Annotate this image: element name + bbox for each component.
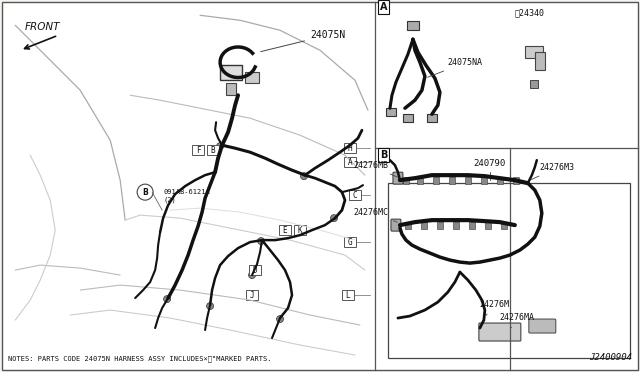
Bar	[433, 177, 439, 184]
Bar	[453, 222, 459, 229]
FancyBboxPatch shape	[279, 225, 291, 235]
FancyBboxPatch shape	[529, 319, 556, 333]
FancyBboxPatch shape	[207, 145, 219, 155]
Bar	[481, 177, 487, 184]
FancyBboxPatch shape	[391, 219, 401, 231]
Bar	[405, 222, 411, 229]
FancyBboxPatch shape	[344, 143, 356, 153]
Text: J: J	[250, 291, 254, 299]
Text: B: B	[380, 150, 387, 160]
Bar	[220, 65, 242, 80]
Bar	[403, 114, 413, 122]
Bar	[497, 177, 503, 184]
Text: FRONT: FRONT	[24, 22, 60, 32]
Text: 24276MC: 24276MC	[353, 208, 397, 222]
Text: ※24340: ※24340	[515, 8, 545, 17]
Circle shape	[137, 184, 153, 200]
Bar	[449, 177, 455, 184]
Circle shape	[257, 238, 264, 245]
Bar	[437, 222, 443, 229]
Bar	[535, 52, 545, 70]
Text: F: F	[196, 146, 200, 155]
Bar	[485, 222, 491, 229]
FancyBboxPatch shape	[344, 237, 356, 247]
Bar	[525, 46, 543, 58]
Circle shape	[248, 272, 255, 279]
Text: 091AB-6121A: 091AB-6121A	[163, 189, 210, 195]
Text: L: L	[346, 291, 350, 299]
Bar	[421, 222, 427, 229]
FancyBboxPatch shape	[479, 323, 521, 341]
FancyBboxPatch shape	[393, 172, 403, 184]
Bar	[501, 222, 507, 229]
Text: NOTES: PARTS CODE 24075N HARNESS ASSY INCLUDES×※"MARKED PARTS.: NOTES: PARTS CODE 24075N HARNESS ASSY IN…	[8, 355, 272, 362]
Text: 24276MB: 24276MB	[353, 161, 397, 177]
Text: 24075N: 24075N	[260, 30, 345, 52]
Bar	[427, 114, 437, 122]
Bar	[403, 177, 409, 184]
Bar	[245, 72, 259, 83]
FancyBboxPatch shape	[342, 290, 354, 300]
FancyBboxPatch shape	[249, 265, 261, 275]
Bar	[388, 183, 630, 358]
Circle shape	[216, 143, 223, 150]
Circle shape	[276, 315, 284, 323]
Text: A: A	[348, 158, 352, 167]
Circle shape	[301, 173, 307, 180]
Bar	[530, 80, 538, 88]
Text: B: B	[142, 187, 148, 197]
Circle shape	[330, 215, 337, 222]
Text: K: K	[298, 225, 302, 235]
Bar	[513, 177, 519, 184]
Text: 24075NA: 24075NA	[428, 58, 483, 77]
Text: 24276MA: 24276MA	[500, 313, 535, 328]
FancyBboxPatch shape	[349, 190, 361, 200]
Text: J2400904: J2400904	[589, 353, 632, 362]
Text: C: C	[353, 190, 357, 200]
FancyBboxPatch shape	[294, 225, 306, 235]
Bar	[386, 108, 396, 116]
FancyBboxPatch shape	[192, 145, 204, 155]
Text: B: B	[211, 146, 216, 155]
Text: 24276M3: 24276M3	[531, 163, 575, 180]
Text: (2): (2)	[163, 197, 176, 203]
Bar	[226, 83, 236, 95]
Text: H: H	[348, 144, 352, 153]
Bar	[465, 177, 471, 184]
Circle shape	[164, 296, 171, 302]
Circle shape	[207, 302, 214, 310]
FancyBboxPatch shape	[344, 157, 356, 167]
Text: 24276M: 24276M	[480, 300, 510, 316]
Bar	[469, 222, 475, 229]
Text: D: D	[253, 266, 257, 275]
Text: G: G	[348, 238, 352, 247]
FancyBboxPatch shape	[246, 290, 258, 300]
Text: E: E	[283, 225, 287, 235]
Text: 240790: 240790	[474, 159, 506, 168]
Bar	[407, 21, 419, 30]
Text: A: A	[380, 2, 387, 12]
Bar	[417, 177, 423, 184]
